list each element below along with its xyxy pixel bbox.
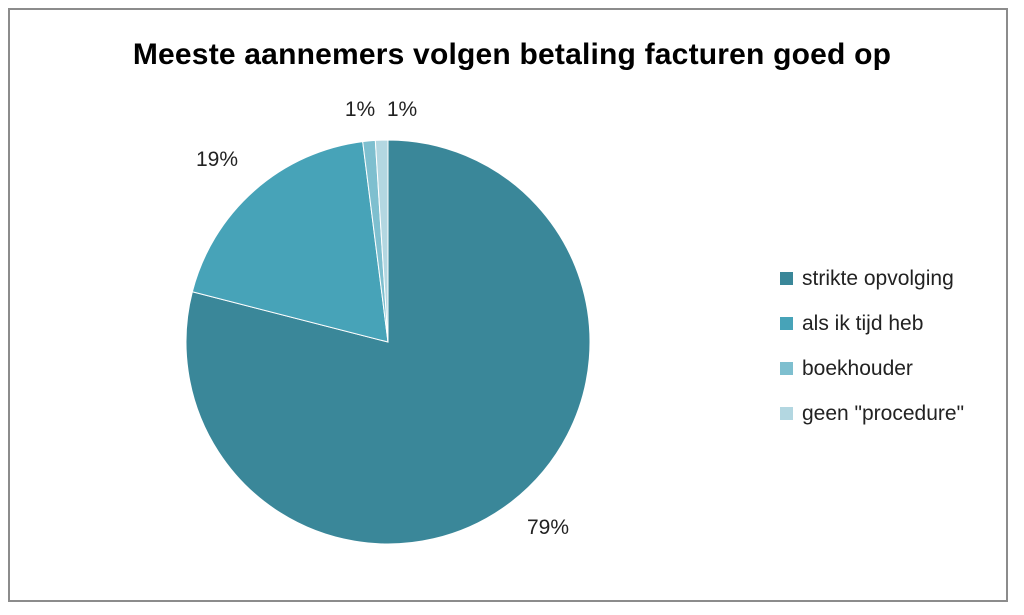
data-label-3: 1% [345,98,375,121]
pie-slices [185,139,591,545]
legend-label: boekhouder [802,356,913,380]
data-label-1: 79% [527,516,569,539]
legend-swatch [780,272,793,285]
legend-label: strikte opvolging [802,266,954,290]
pie-data-labels: 79% 19% 1% 1% [196,98,569,539]
data-label-2: 19% [196,148,238,171]
legend-item-4: geen "procedure" [780,391,964,436]
pie-slice-2 [191,141,389,343]
chart-title: Meeste aannemers volgen betaling facture… [132,38,892,71]
legend-item-2: als ik tijd heb [780,301,964,346]
legend-label: geen "procedure" [802,401,965,425]
legend-swatch [780,407,793,420]
legend-item-1: strikte opvolging [780,256,964,301]
legend-item-3: boekhouder [780,346,964,391]
data-label-4: 1% [387,98,417,121]
chart-legend: strikte opvolging als ik tijd heb boekhoud… [780,256,964,436]
legend-label: als ik tijd heb [802,311,924,335]
legend-swatch [780,362,793,375]
legend-swatch [780,317,793,330]
pie-slice-4 [374,139,389,343]
